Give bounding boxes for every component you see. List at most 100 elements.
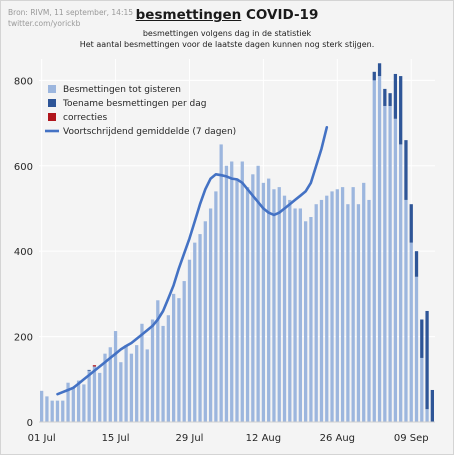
bar-base — [61, 400, 65, 422]
bar-increase — [393, 73, 398, 119]
bar-increase — [383, 88, 387, 106]
bar-base — [251, 174, 255, 422]
bar-increase — [414, 251, 419, 277]
chart-subtitle-line-2: Het aantal besmettingen voor de laatste … — [79, 40, 375, 49]
bar-base — [71, 387, 75, 422]
bar-base — [187, 259, 192, 422]
bar-base — [325, 195, 329, 422]
bar-base — [50, 400, 54, 422]
bar-base — [414, 276, 419, 422]
chart-title-rest: COVID-19 — [241, 7, 319, 23]
bar-base — [87, 370, 91, 422]
y-tick-label: 200 — [14, 333, 33, 344]
bar-base — [298, 208, 302, 422]
bar-base — [108, 347, 112, 422]
bar-base — [66, 382, 70, 422]
bar-base — [98, 372, 102, 422]
bar-base — [92, 366, 97, 422]
bar-base — [309, 217, 313, 422]
bar-base — [304, 221, 308, 422]
bar-base — [288, 199, 292, 422]
bar-base — [388, 105, 392, 422]
bar-increase — [87, 369, 91, 371]
bar-base — [150, 319, 155, 422]
bar-base — [282, 195, 287, 422]
bar-base — [420, 357, 424, 422]
y-tick-label: 0 — [27, 418, 33, 429]
bar-base — [319, 199, 324, 422]
bar-base — [55, 400, 60, 422]
x-tick-label: 01 Jul — [28, 433, 56, 444]
bar-base — [177, 298, 181, 422]
bar-base — [113, 331, 118, 422]
legend-swatch — [48, 99, 56, 107]
bar-base — [45, 396, 49, 422]
bar-base — [399, 144, 403, 423]
moving-average — [56, 126, 329, 396]
bar-base — [166, 315, 170, 422]
x-tick-label: 29 Jul — [175, 433, 203, 444]
bar-base — [272, 189, 276, 422]
bar-base — [203, 221, 207, 422]
bar-base — [346, 204, 350, 422]
bar-base — [425, 409, 429, 422]
bar-base — [383, 105, 387, 422]
bar-base — [145, 349, 149, 422]
bar-base — [240, 161, 244, 422]
bar-base — [135, 345, 139, 422]
bar-base — [377, 76, 382, 423]
bars — [40, 63, 434, 423]
bar-base — [335, 189, 339, 422]
chart-subtitle-line-1: besmettingen volgens dag in de statistie… — [142, 29, 312, 38]
bar-base — [245, 187, 250, 422]
bar-base — [340, 187, 345, 422]
legend-swatch — [48, 85, 56, 93]
x-tick-label: 09 Sep — [394, 433, 429, 444]
bar-base — [156, 300, 160, 422]
bar-base — [124, 345, 128, 422]
y-tick-label: 600 — [14, 162, 33, 173]
bar-base — [293, 208, 297, 422]
bar-base — [230, 161, 234, 422]
chart-title-underlined: besmettingen — [135, 7, 242, 23]
bar-base — [219, 144, 223, 423]
source-handle: twitter.com/yorickb — [8, 19, 81, 28]
bar-increase — [420, 319, 424, 358]
moving-average-line — [56, 126, 329, 396]
bar-increase — [425, 310, 429, 410]
bar-base — [277, 187, 281, 422]
bar-base — [214, 191, 218, 422]
bar-base — [409, 242, 413, 422]
bar-increase — [404, 140, 408, 200]
bar-base — [119, 362, 123, 422]
bar-base — [208, 208, 213, 422]
bar-base — [224, 165, 229, 422]
bar-base — [362, 182, 366, 422]
bar-base — [103, 353, 107, 422]
bar-base — [198, 234, 202, 422]
bar-base — [372, 80, 376, 423]
x-tick-label: 26 Aug — [320, 433, 355, 444]
bar-base — [261, 182, 266, 422]
bar-base — [393, 118, 398, 422]
bar-base — [182, 281, 186, 422]
bar-base — [161, 325, 165, 422]
bar-base — [351, 187, 355, 422]
bar-base — [193, 242, 197, 422]
legend: Besmettingen tot gisteren Toename besmett… — [45, 85, 236, 137]
bar-base — [76, 380, 81, 422]
bar-increase — [430, 389, 434, 422]
bar-increase — [409, 204, 413, 243]
x-tick-label: 12 Aug — [246, 433, 281, 444]
chart-title: besmettingen COVID-19 — [1, 7, 453, 23]
source-credit: Bron: RIVM, 11 september, 14:15 twitter.… — [8, 7, 188, 29]
bar-base — [129, 353, 134, 422]
bar-base — [314, 204, 318, 422]
bar-base — [140, 323, 144, 422]
legend-label: correcties — [63, 113, 108, 123]
bar-base — [267, 178, 271, 422]
bar-base — [330, 191, 334, 422]
bar-base — [356, 204, 361, 422]
bar-correction — [92, 365, 97, 367]
